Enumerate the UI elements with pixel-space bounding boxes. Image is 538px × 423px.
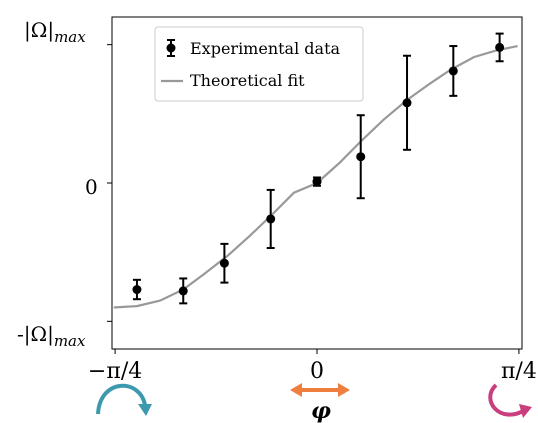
- data-point-5: [356, 152, 366, 162]
- y-tick-label-mid: 0: [85, 175, 98, 199]
- legend-label-experimental: Experimental data: [190, 39, 341, 58]
- y-tick-label-top: |Ω|max: [24, 18, 86, 46]
- data-point-4: [312, 177, 322, 187]
- data-point-0: [132, 285, 142, 295]
- magenta-rotation-arrow-icon: [488, 383, 532, 418]
- data-point-8: [495, 42, 505, 52]
- x-tick-label-0: −π/4: [88, 359, 142, 384]
- data-point-2: [219, 258, 229, 268]
- data-points-group: [132, 32, 505, 305]
- x-tick-label-1: 0: [310, 359, 324, 384]
- data-point-7: [448, 66, 458, 76]
- orange-double-arrow-icon: [290, 383, 350, 397]
- data-point-1: [178, 286, 188, 296]
- x-axis: −π/4 0 π/4: [88, 349, 537, 384]
- data-point-3: [266, 214, 276, 224]
- y-tick-label-bottom: -|Ω|max: [17, 322, 86, 350]
- y-tick-label-bottom-sub: max: [54, 332, 86, 350]
- data-point-6: [402, 98, 412, 108]
- phi-symbol: φ: [311, 398, 331, 423]
- x-tick-label-2: π/4: [501, 359, 537, 384]
- legend-marker-experimental: [166, 39, 176, 57]
- teal-rotation-arrow-icon: [96, 383, 152, 416]
- legend: Experimental data Theoretical fit: [154, 26, 364, 102]
- legend-label-fit: Theoretical fit: [190, 71, 305, 90]
- y-axis: |Ω|max 0 -|Ω|max: [17, 18, 112, 350]
- y-tick-label-top-sub: max: [54, 28, 86, 46]
- legend-box: [154, 26, 364, 102]
